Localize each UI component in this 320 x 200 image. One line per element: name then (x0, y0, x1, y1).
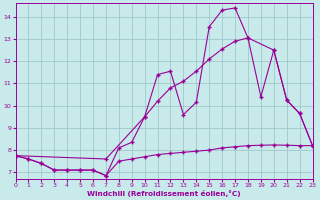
X-axis label: Windchill (Refroidissement éolien,°C): Windchill (Refroidissement éolien,°C) (87, 190, 241, 197)
